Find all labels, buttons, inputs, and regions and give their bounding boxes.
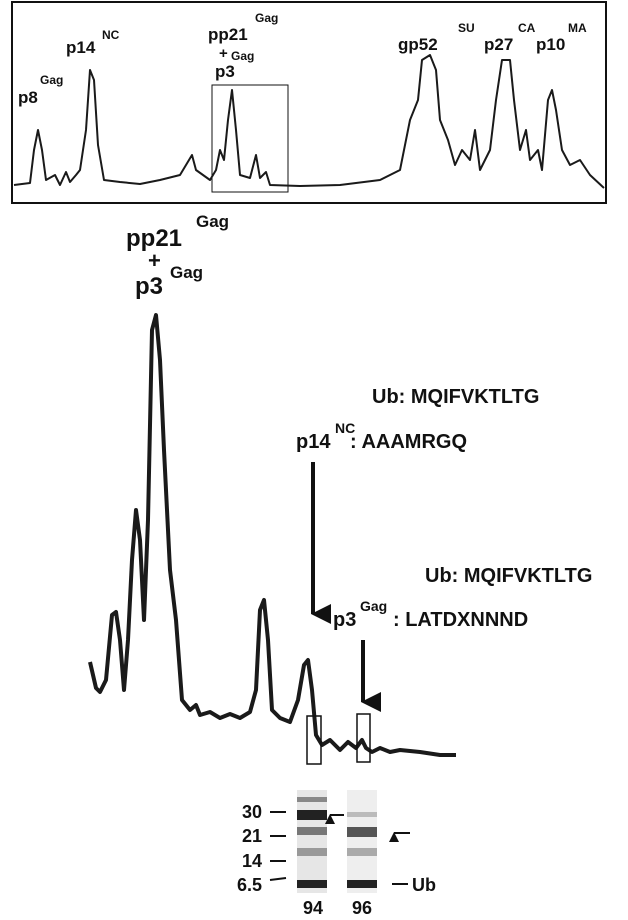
zoom-peak-sup: Gag — [196, 212, 229, 231]
gel — [270, 790, 410, 893]
fraction-label: 94 — [303, 898, 323, 918]
peak-label: + — [219, 45, 228, 62]
zoom-peak-label: + — [148, 248, 161, 273]
peak-label: p3 — [215, 62, 235, 81]
gel-band — [297, 797, 327, 802]
protein-sequence: : AAAMRGQ — [350, 431, 467, 453]
gel-band — [297, 848, 327, 856]
protein-sup: Gag — [360, 598, 387, 614]
gel-band — [297, 810, 327, 820]
marker-tick — [270, 878, 286, 880]
peak-sup: Gag — [40, 73, 63, 87]
marker-label: 6.5 — [237, 875, 262, 895]
marker-label: 14 — [242, 851, 262, 871]
peak-label: p27 — [484, 35, 513, 54]
peak-sup: MA — [568, 21, 587, 35]
peak-sup: CA — [518, 21, 536, 35]
peak-label: gp52 — [398, 35, 438, 54]
gel-lane — [297, 790, 327, 893]
zoom-trace — [90, 315, 456, 755]
fraction-label: 96 — [352, 898, 372, 918]
marker-label: 21 — [242, 826, 262, 846]
peak-sup: Gag — [255, 11, 278, 25]
gel-band — [347, 848, 377, 856]
zoom-peak-sup: Gag — [170, 263, 203, 282]
band-label: Ub — [412, 875, 436, 895]
gel-band — [297, 827, 327, 835]
ub-sequence: Ub: MQIFVKTLTG — [425, 565, 592, 587]
protein-label: p14 — [296, 431, 331, 453]
peak-sup: SU — [458, 21, 475, 35]
protein-sequence: : LATDXNNND — [393, 609, 528, 631]
gel-band — [347, 812, 377, 817]
gel-lane — [347, 790, 377, 893]
zoom-peak-label: p3 — [135, 273, 163, 300]
marker-label: 30 — [242, 802, 262, 822]
overview-trace — [14, 55, 604, 188]
peak-label: p14 — [66, 38, 96, 57]
peak-sub: Gag — [231, 49, 254, 63]
gel-band — [347, 880, 377, 888]
figure: p8 Gag p14 NC pp21 Gag + Gag p3 gp52 SU … — [0, 0, 628, 920]
peak-label: pp21 — [208, 25, 248, 44]
gel-band — [347, 827, 377, 837]
peak-label: p10 — [536, 35, 565, 54]
fraction-box — [357, 714, 370, 762]
ub-sequence: Ub: MQIFVKTLTG — [372, 386, 539, 408]
gel-band — [297, 880, 327, 888]
peak-label: p8 — [18, 88, 38, 107]
peak-sup: NC — [102, 28, 120, 42]
protein-label: p3 — [333, 609, 356, 631]
